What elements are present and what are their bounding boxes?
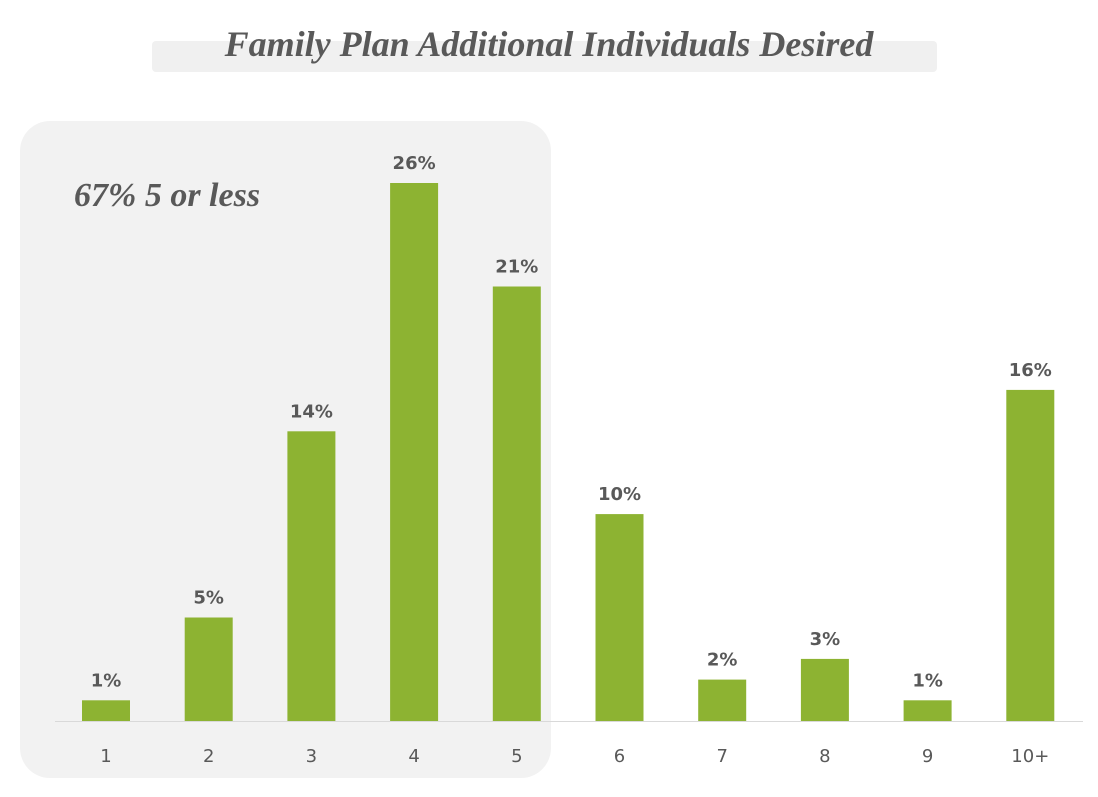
x-tick-label-7: 7: [716, 746, 727, 767]
data-label-5: 21%: [495, 257, 538, 278]
bar-9: [903, 700, 952, 721]
x-tick-label-8: 8: [819, 746, 830, 767]
x-tick-label-10+: 10+: [1011, 746, 1049, 767]
data-label-2: 5%: [193, 588, 224, 609]
data-label-6: 10%: [598, 484, 641, 505]
data-label-10+: 16%: [1009, 360, 1052, 381]
title-background: [152, 41, 937, 72]
highlight-annotation: 67% 5 or less: [74, 177, 261, 214]
bar-3: [287, 431, 336, 721]
chart-title: Family Plan Additional Individuals Desir…: [224, 24, 874, 64]
x-tick-label-2: 2: [203, 746, 214, 767]
x-tick-label-3: 3: [306, 746, 317, 767]
data-label-3: 14%: [290, 401, 333, 422]
data-label-4: 26%: [393, 153, 436, 174]
bar-5: [492, 286, 541, 721]
data-label-1: 1%: [91, 670, 122, 691]
x-tick-label-9: 9: [922, 746, 933, 767]
bar-6: [595, 514, 644, 721]
data-label-8: 3%: [810, 629, 841, 650]
data-label-9: 1%: [912, 670, 943, 691]
x-tick-label-5: 5: [511, 746, 522, 767]
bar-2: [184, 617, 233, 721]
x-tick-label-4: 4: [408, 746, 419, 767]
x-tick-label-6: 6: [614, 746, 625, 767]
bar-1: [82, 700, 130, 721]
x-tick-label-1: 1: [100, 746, 111, 767]
highlight-region: [20, 121, 551, 778]
bar-4: [390, 183, 439, 721]
bar-7: [698, 679, 747, 721]
bar-8: [800, 658, 849, 721]
bar-10+: [1006, 389, 1055, 721]
data-label-7: 2%: [707, 650, 738, 671]
